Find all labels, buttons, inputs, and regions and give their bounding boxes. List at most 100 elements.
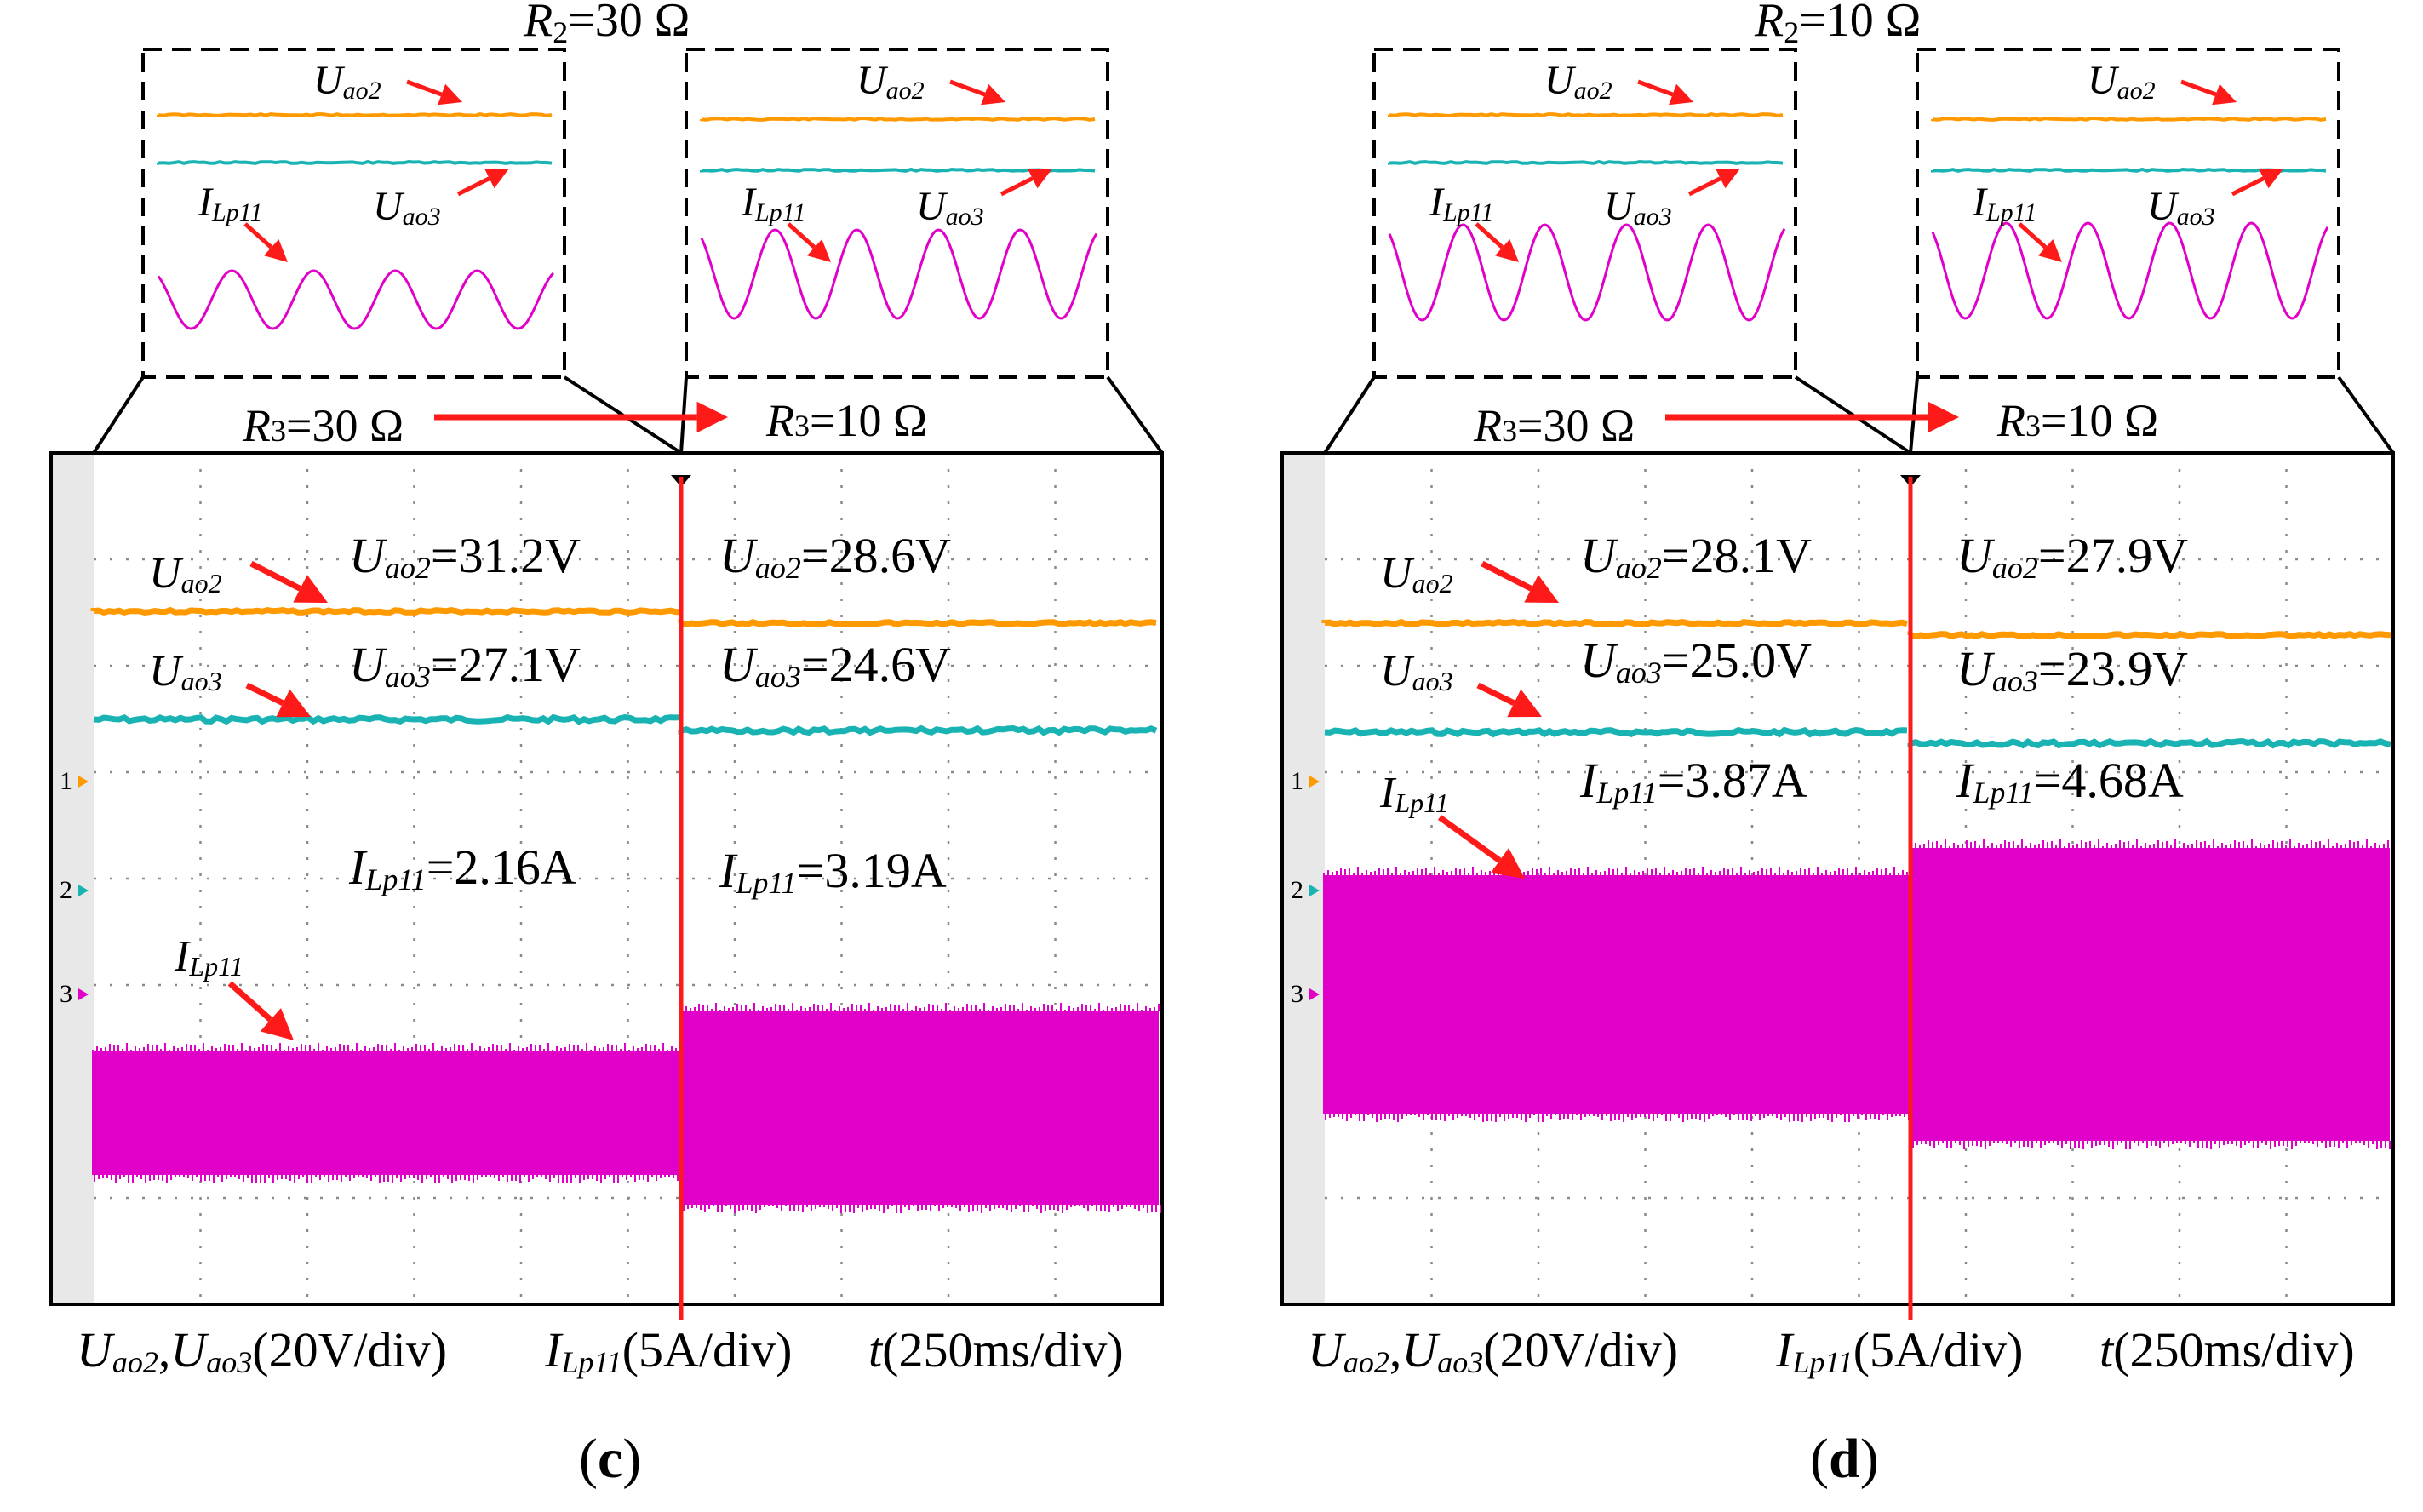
trace-ilp11-before-edge-top [1638, 872, 1640, 875]
trace-ilp11-before-edge-bottom [268, 1175, 270, 1178]
trace-ilp11-before-edge-top [573, 1045, 575, 1051]
trace-ilp11-after-edge-bottom [806, 1205, 808, 1207]
trace-ilp11-before-edge-top [228, 1045, 230, 1051]
trace-ilp11-before-edge-bottom [1631, 1114, 1633, 1120]
trace-ilp11-before-edge-bottom [562, 1175, 564, 1183]
channel-marker-text: 2 [1291, 876, 1303, 904]
trace-ilp11-before-edge-top [1561, 872, 1563, 875]
trace-ilp11-before-edge-bottom [1474, 1114, 1475, 1120]
trace-ilp11-after-edge-top [715, 1003, 717, 1011]
trace-ilp11-before-edge-bottom [247, 1175, 249, 1178]
trace-ilp11-after-edge-bottom [2287, 1141, 2288, 1147]
connector-left [92, 375, 145, 455]
trace-ilp11-before-edge-top [1400, 873, 1401, 875]
symbol-main: I [174, 932, 192, 981]
trace-ilp11-after-edge-bottom [1925, 1141, 1927, 1144]
symbol-main: U [1544, 58, 1577, 103]
trace-ilp11-after-edge-top [2362, 845, 2363, 848]
trace-ilp11-before-edge-top [369, 1048, 370, 1051]
trace-ilp11-before-edge-top [1442, 870, 1444, 875]
symbol-main: U [1580, 633, 1619, 688]
trace-ilp11-before-edge-bottom [1333, 1114, 1335, 1117]
trace-ilp11-before-edge-top [386, 1045, 387, 1051]
trace-ilp11-after-edge-bottom [2368, 1141, 2369, 1148]
trace-ilp11-after-edge-top [1979, 845, 1980, 848]
trace-ilp11-after-edge-bottom [930, 1205, 931, 1211]
trace-ilp11-after-edge-top [2123, 842, 2125, 848]
symbol-main: R [765, 395, 794, 446]
trace-ilp11-after-edge-top [2281, 841, 2283, 848]
trace-ilp11-after-edge-bottom [2321, 1141, 2323, 1143]
channel-marker-text: 3 [60, 980, 72, 1008]
value-text: =27.9V [2038, 528, 2188, 583]
trace-ilp11-after-edge-top [979, 1009, 981, 1011]
trace-ilp11-before-edge-top [667, 1050, 668, 1051]
zoom-ilp11-tag: ILp11 [1429, 180, 1493, 226]
trace-ilp11-before-edge-top [390, 1049, 392, 1051]
trace-ilp11-after-edge-top [813, 1004, 815, 1011]
ilp11-tag: ILp11 [1379, 769, 1449, 818]
trace-ilp11-before-edge-bottom [336, 1175, 338, 1180]
trace-ilp11-after-edge-top [1022, 1003, 1023, 1011]
trace-ilp11-before-edge-bottom [1401, 1114, 1403, 1119]
trace-ilp11-before-edge-bottom [566, 1175, 568, 1183]
trace-ilp11-after-edge-top [2298, 843, 2300, 848]
trace-ilp11-before-edge-bottom [196, 1175, 198, 1177]
trace-ilp11-before-edge-top [1859, 873, 1861, 875]
trace-ilp11-before-edge-bottom [115, 1175, 117, 1183]
trace-ilp11-after-edge-top [1017, 1009, 1019, 1011]
zoom-trace-ilp11 [1388, 223, 1786, 322]
trace-ilp11-after-edge-bottom [2270, 1141, 2271, 1149]
symbol-main: R [1996, 395, 2025, 446]
trace-ilp11-before-edge-top [335, 1047, 336, 1051]
trace-ilp11-before-edge-top [1612, 869, 1614, 875]
trace-ilp11-after-edge-bottom [2325, 1141, 2327, 1148]
uao3-before-label: Uao3=25.0V [1580, 633, 1812, 690]
value-text: =28.6V [801, 528, 951, 583]
trace-ilp11-after-edge-top [728, 1008, 730, 1011]
trace-ilp11-after-edge-top [2208, 845, 2210, 848]
trace-ilp11-after-edge-bottom [874, 1205, 876, 1209]
trace-ilp11-before-edge-top [394, 1043, 396, 1051]
trace-ilp11-before-edge-top [143, 1047, 145, 1051]
trace-ilp11-after-edge-bottom [725, 1205, 727, 1206]
trace-ilp11-before-edge-bottom [1857, 1114, 1859, 1119]
trace-ilp11-after-edge-bottom [2244, 1141, 2246, 1145]
trace-ilp11-after-edge-bottom [802, 1205, 804, 1212]
trace-ilp11-before-edge-top [599, 1048, 600, 1051]
zoom-uao2-tag: Uao2 [856, 58, 925, 105]
trace-ilp11-before-edge-bottom [528, 1175, 530, 1182]
trace-ilp11-after-edge-bottom [1997, 1141, 1999, 1143]
trace-ilp11-before-edge-bottom [421, 1175, 423, 1183]
trace-ilp11-before-edge-top [190, 1045, 192, 1051]
trace-ilp11-after-edge-top [954, 1006, 955, 1011]
trace-ilp11-before-edge-bottom [179, 1175, 180, 1177]
trace-ilp11-after-edge-top [2089, 841, 2091, 848]
trace-ilp11-after-edge-bottom [951, 1205, 953, 1207]
trace-ilp11-before-edge-top [266, 1045, 268, 1051]
trace-ilp11-before-edge-top [147, 1044, 149, 1051]
trace-ilp11-after-edge-top [2153, 844, 2155, 848]
trace-ilp11-after-edge-top [966, 1004, 968, 1011]
trace-ilp11-before-edge-top [318, 1043, 319, 1051]
trace-ilp11-after-edge-top [775, 1004, 776, 1011]
trace-ilp11-after-edge-top [698, 1004, 700, 1011]
trace-ilp11-before-edge-bottom [128, 1175, 129, 1183]
trace-ilp11-before-edge-top [1868, 872, 1870, 875]
symbol-main: U [1604, 184, 1636, 229]
trace-ilp11-after-edge-top [2225, 845, 2227, 848]
trace-ilp11-before-edge-bottom [1431, 1114, 1433, 1120]
trace-ilp11-before-edge-top [241, 1043, 243, 1051]
trace-ilp11-after-edge-top [924, 1007, 925, 1011]
trace-ilp11-before-edge-top [1766, 869, 1767, 875]
trace-ilp11-after-edge-top [851, 1004, 853, 1011]
trace-ilp11-before-edge-top [1872, 871, 1874, 875]
trace-ilp11-after-edge-bottom [785, 1205, 787, 1206]
trace-ilp11-before-edge-bottom [583, 1175, 585, 1180]
axis-time-label: t(250ms/div) [868, 1322, 1124, 1377]
trace-ilp11-before-edge-top [117, 1045, 119, 1051]
trace-ilp11-before-edge-top [552, 1050, 553, 1051]
symbol-sub: 3 [271, 414, 286, 448]
trace-ilp11-after-edge-top [1090, 1005, 1091, 1011]
zoom-uao3-arrow-shaft [2231, 176, 2265, 197]
